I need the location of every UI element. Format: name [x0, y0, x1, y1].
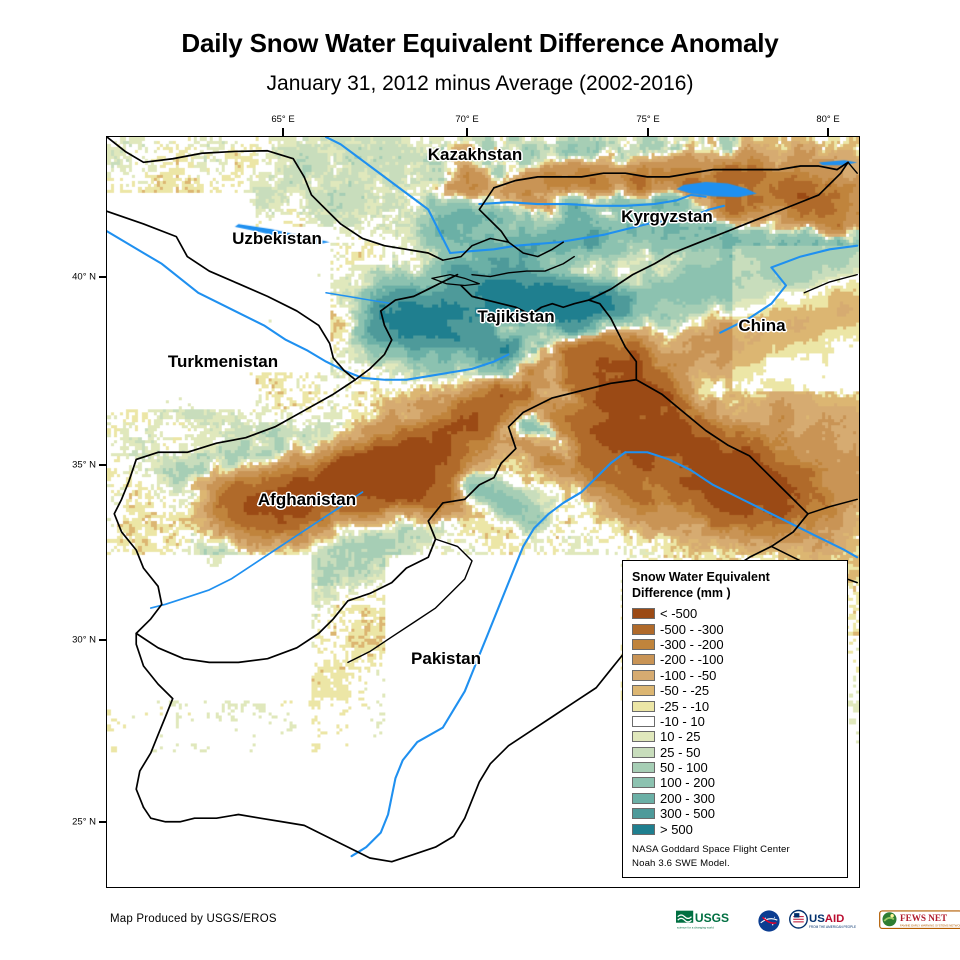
lat-tick-mark [99, 821, 107, 823]
legend-swatch [632, 777, 655, 789]
legend-swatch [632, 654, 655, 666]
legend-row: < -500 [632, 606, 838, 621]
usaid-logo: US AID FROM THE AMERICAN PEOPLE [789, 909, 856, 929]
legend-label: > 500 [660, 821, 693, 837]
lat-tick-label: 30° N [72, 634, 96, 646]
lat-tick-mark [99, 464, 107, 466]
rivers-layer [107, 137, 859, 858]
legend-row: 100 - 200 [632, 775, 838, 790]
legend-swatch [632, 823, 655, 835]
lat-tick-label: 35° N [72, 459, 96, 471]
legend-row: -10 - 10 [632, 714, 838, 729]
legend-label: -200 - -100 [660, 652, 724, 668]
svg-text:FEWS NET: FEWS NET [900, 913, 947, 923]
legend-title: Snow Water Equivalent Difference (mm ) [632, 569, 838, 601]
legend-swatch [632, 669, 655, 681]
fewsnet-logo: FEWS NET FAMINE EARLY WARNING SYSTEMS NE… [879, 910, 960, 930]
legend-row: -200 - -100 [632, 652, 838, 667]
legend-swatch [632, 808, 655, 820]
legend-label: 50 - 100 [660, 760, 708, 776]
lon-tick-label: 75° E [636, 114, 660, 125]
map-vector-overlay [107, 137, 859, 863]
legend-row: -300 - -200 [632, 637, 838, 652]
legend-label: -10 - 10 [660, 713, 705, 729]
legend-row: -500 - -300 [632, 621, 838, 636]
svg-text:science for a changing world: science for a changing world [677, 926, 714, 930]
legend-swatch [632, 700, 655, 712]
page-title: Daily Snow Water Equivalent Difference A… [181, 28, 779, 58]
legend-swatch [632, 638, 655, 650]
legend-label: 25 - 50 [660, 744, 701, 760]
legend-label: 200 - 300 [660, 790, 715, 806]
legend-label: < -500 [660, 606, 698, 622]
usgs-logo: USGS science for a changing world [676, 910, 729, 930]
lon-tick-label: 80° E [816, 114, 840, 125]
lon-tick-mark [647, 128, 649, 136]
legend-row: -100 - -50 [632, 668, 838, 683]
legend-label: -500 - -300 [660, 621, 724, 637]
svg-text:US: US [809, 913, 825, 925]
lon-tick-label: 70° E [455, 114, 479, 125]
legend-title-line2: Difference (mm ) [632, 586, 731, 600]
legend-row: 25 - 50 [632, 745, 838, 760]
svg-text:AID: AID [825, 913, 845, 925]
legend-swatch [632, 731, 655, 743]
lat-tick-mark [99, 276, 107, 278]
legend-swatch [632, 685, 655, 697]
legend-swatch [632, 608, 655, 620]
legend-label: -100 - -50 [660, 667, 717, 683]
legend-swatch [632, 792, 655, 804]
legend-label: 100 - 200 [660, 775, 715, 791]
legend-class-list: < -500 -500 - -300 -300 - -200 -200 - -100-… [632, 606, 838, 837]
map-credit: Map Produced by USGS/EROS [110, 913, 277, 925]
legend-label: 10 - 25 [660, 729, 701, 745]
legend-row: 200 - 300 [632, 791, 838, 806]
map-legend[interactable]: Snow Water Equivalent Difference (mm ) <… [622, 560, 848, 878]
legend-swatch [632, 762, 655, 774]
lon-tick-label: 65° E [271, 114, 295, 125]
lon-tick-mark [466, 128, 468, 136]
legend-row: 10 - 25 [632, 729, 838, 744]
svg-text:FROM THE AMERICAN PEOPLE: FROM THE AMERICAN PEOPLE [809, 925, 856, 929]
svg-text:FAMINE EARLY WARNING SYSTEMS N: FAMINE EARLY WARNING SYSTEMS NETWORK [900, 923, 960, 927]
lat-tick-label: 25° N [72, 816, 96, 828]
nasa-logo [758, 910, 780, 932]
legend-row: 300 - 500 [632, 806, 838, 821]
legend-swatch [632, 623, 655, 635]
country-borders-layer [107, 137, 858, 863]
legend-label: -50 - -25 [660, 683, 710, 699]
legend-label: -25 - -10 [660, 698, 710, 714]
lat-tick-label: 40° N [72, 271, 96, 283]
legend-row: -50 - -25 [632, 683, 838, 698]
svg-text:USGS: USGS [695, 911, 729, 925]
legend-label: 300 - 500 [660, 806, 715, 822]
legend-swatch [632, 715, 655, 727]
lon-tick-mark [827, 128, 829, 136]
legend-row: 50 - 100 [632, 760, 838, 775]
page-subtitle: January 31, 2012 minus Average (2002-201… [266, 72, 694, 95]
legend-footnote-line2: Noah 3.6 SWE Model. [632, 857, 730, 869]
legend-footnote: NASA Goddard Space Flight Center Noah 3.… [632, 843, 838, 871]
legend-label: -300 - -200 [660, 636, 724, 652]
agency-logos: USGS science for a changing world US AID… [676, 908, 960, 934]
legend-row: -25 - -10 [632, 698, 838, 713]
lon-tick-mark [282, 128, 284, 136]
lat-tick-mark [99, 639, 107, 641]
legend-swatch [632, 746, 655, 758]
legend-title-line1: Snow Water Equivalent [632, 570, 770, 584]
legend-row: > 500 [632, 821, 838, 836]
legend-footnote-line1: NASA Goddard Space Flight Center [632, 843, 790, 855]
